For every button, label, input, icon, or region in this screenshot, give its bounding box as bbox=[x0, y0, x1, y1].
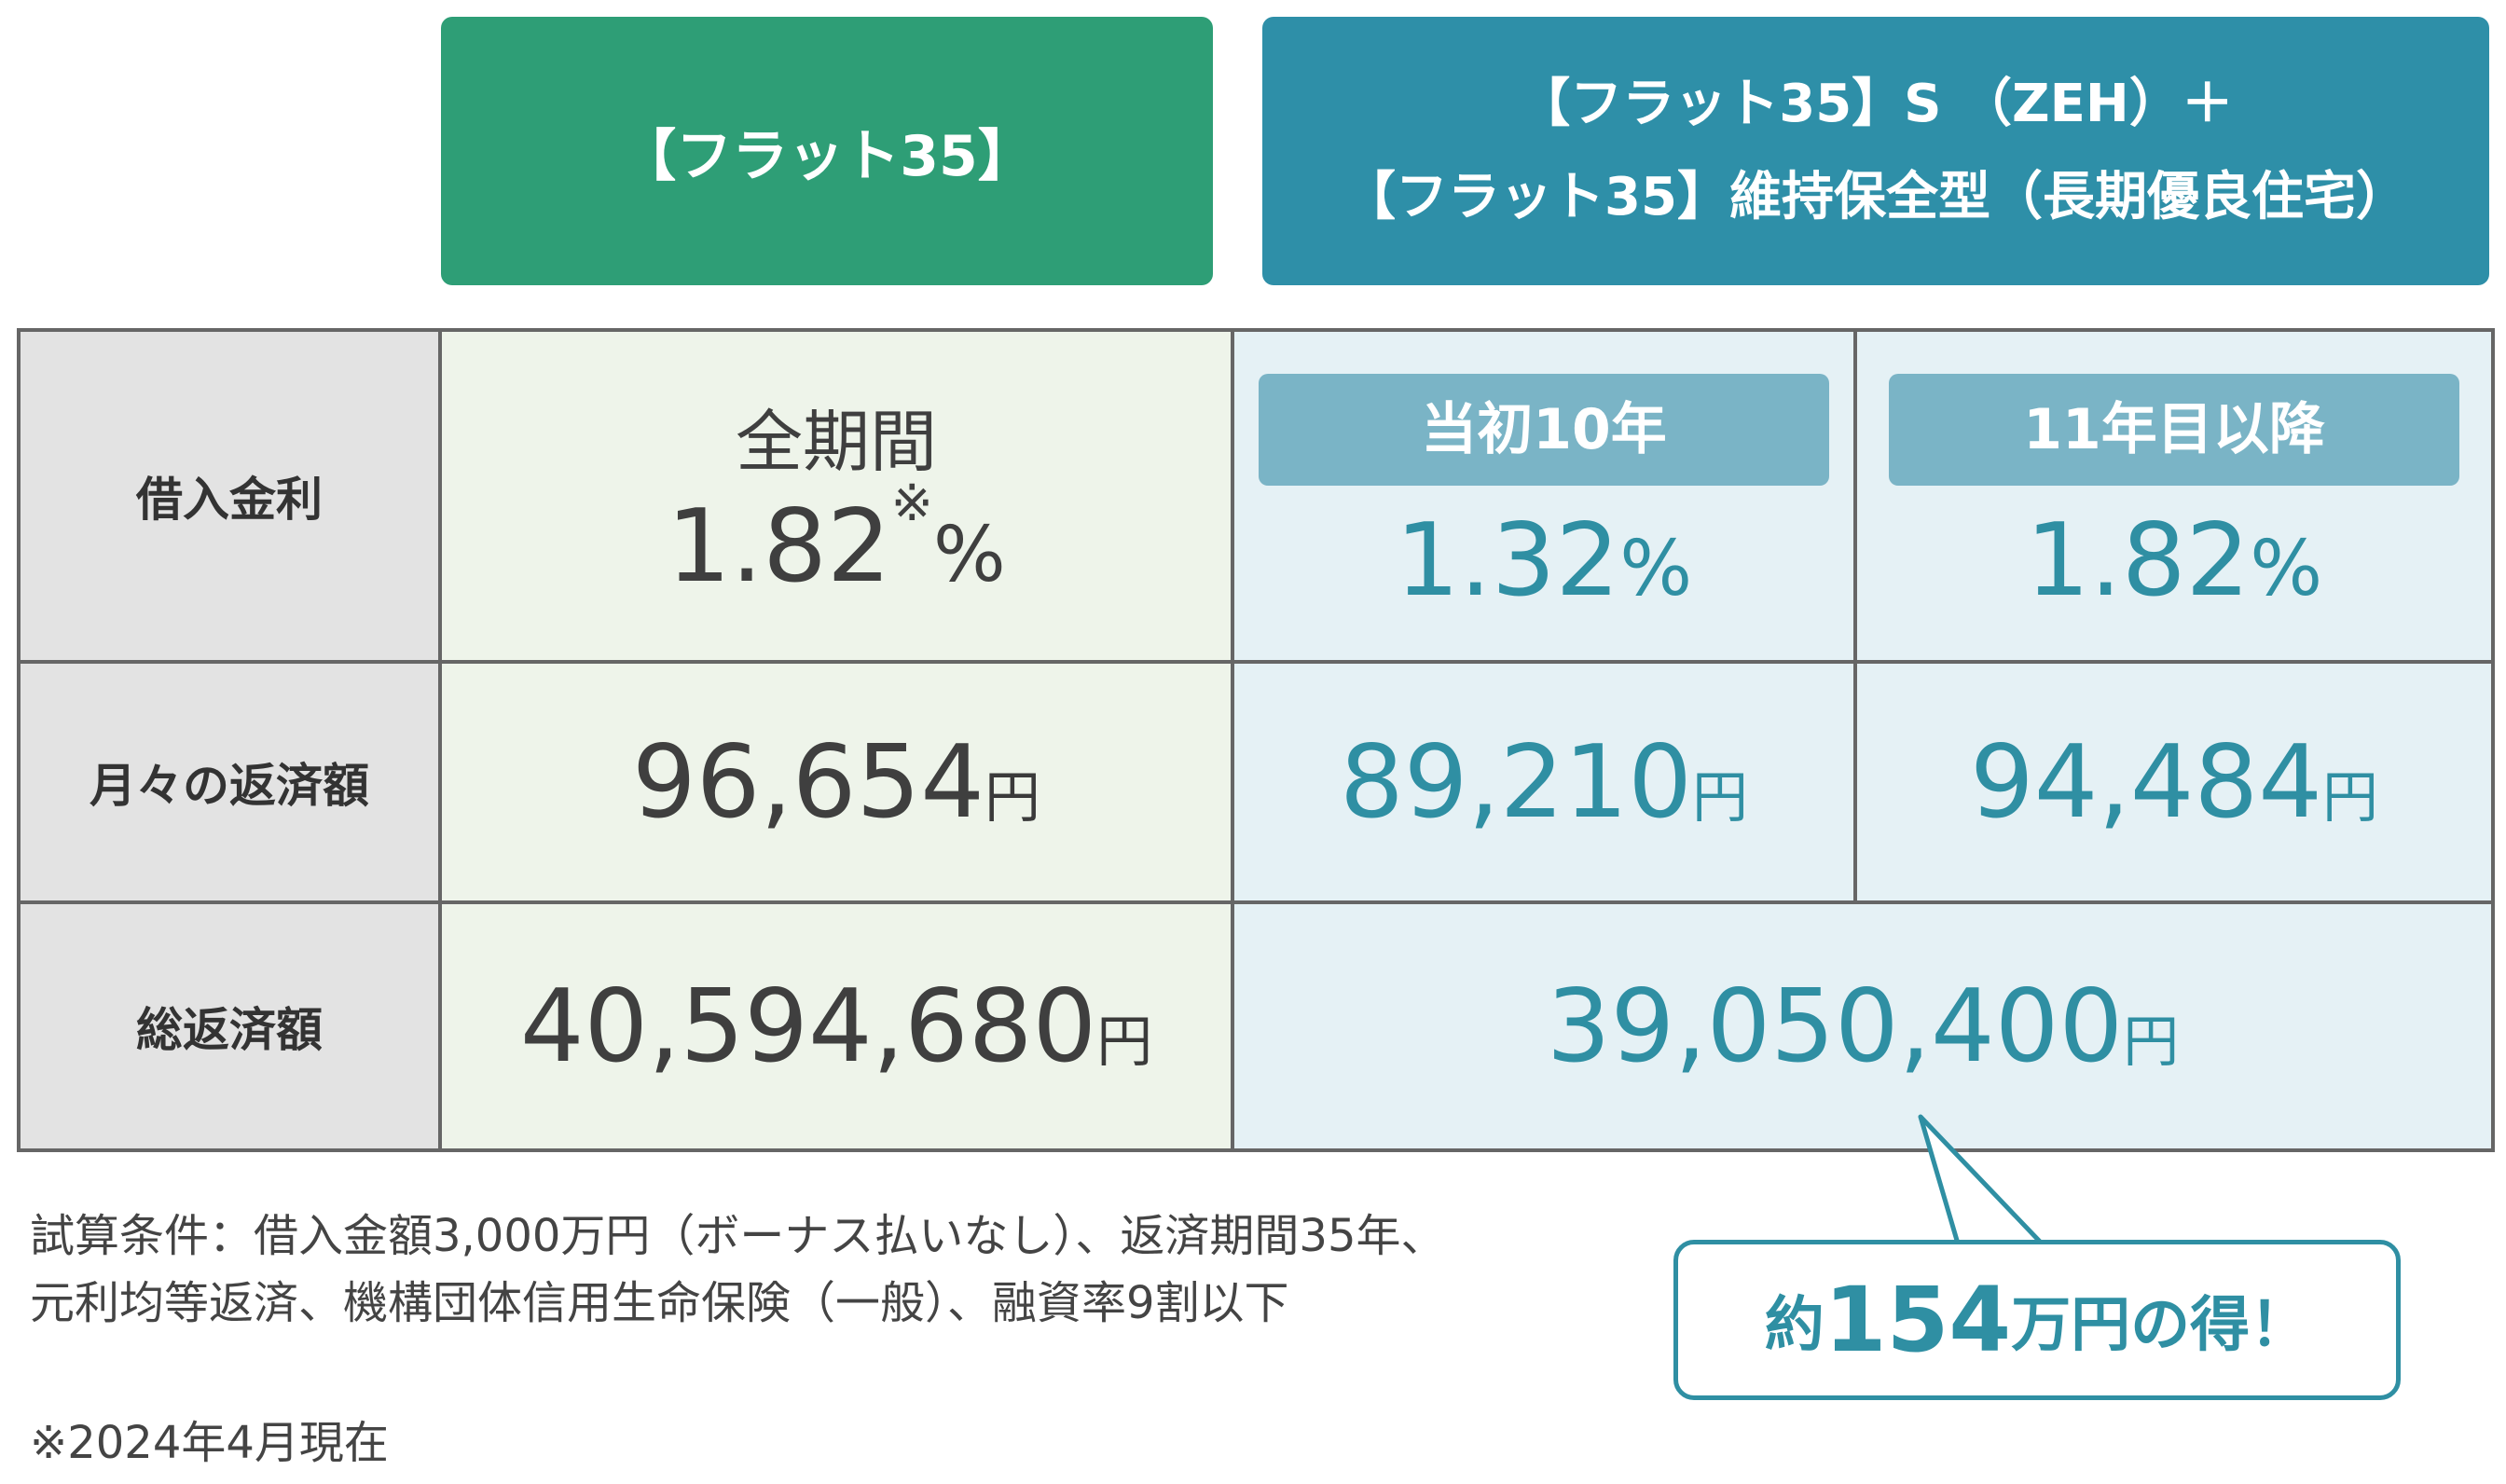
header-flat35s-line1: 【フラット35】S （ZEH）＋ bbox=[1518, 74, 2234, 134]
table-row: 借入金利 全期間 1.82※% 当初10年 1.32% 11年目以降 1.82% bbox=[17, 328, 2495, 664]
flat35s-rate1: 1.32 bbox=[1395, 502, 1620, 619]
flat35-monthly-cell: 96,654円 bbox=[438, 660, 1234, 904]
flat35s-rate-cell-2: 11年目以降 1.82% bbox=[1853, 328, 2495, 664]
header-flat35s-line2: 【フラット35】維持保全型（長期優良住宅） bbox=[1343, 167, 2408, 227]
row-label-monthly: 月々の返済額 bbox=[17, 660, 442, 904]
flat35-total-cell: 40,594,680円 bbox=[438, 900, 1234, 1152]
flat35s-rate1-unit: % bbox=[1619, 524, 1693, 613]
flat35-rate: 1.82 bbox=[667, 488, 891, 605]
header-flat35: 【フラット35】 bbox=[441, 17, 1213, 285]
flat35-period: 全期間 bbox=[735, 403, 937, 481]
period-badge-initial: 当初10年 bbox=[1259, 373, 1829, 486]
savings-amount: 154 bbox=[1824, 1268, 2012, 1372]
flat35s-monthly2: 94,484 bbox=[1970, 723, 2322, 841]
table-row: 月々の返済額 96,654円 89,210円 94,484円 bbox=[17, 660, 2495, 904]
flat35-rate-note-mark: ※ bbox=[890, 474, 933, 532]
conditions-line-2: 元利均等返済、機構団体信用生命保険（一般）、融資率9割以下 bbox=[30, 1277, 1289, 1329]
flat35s-rate2-value: 1.82% bbox=[1857, 502, 2491, 619]
flat35s-total: 39,050,400 bbox=[1546, 968, 2124, 1085]
flat35s-monthly1-unit: 円 bbox=[1691, 764, 1748, 831]
flat35-monthly: 96,654 bbox=[632, 723, 984, 841]
flat35-total: 40,594,680 bbox=[519, 968, 1097, 1085]
row-label-total: 総返済額 bbox=[17, 900, 442, 1152]
flat35s-rate2-unit: % bbox=[2250, 524, 2323, 613]
flat35-rate-value: 1.82※% bbox=[442, 474, 1231, 605]
flat35s-monthly-cell-1: 89,210円 bbox=[1231, 660, 1857, 904]
date-note: ※2024年4月現在 bbox=[30, 1417, 389, 1469]
flat35-rate-cell: 全期間 1.82※% bbox=[438, 328, 1234, 664]
flat35s-rate-cell-1: 当初10年 1.32% bbox=[1231, 328, 1857, 664]
flat35s-monthly2-unit: 円 bbox=[2321, 764, 2378, 831]
flat35-total-unit: 円 bbox=[1096, 1009, 1153, 1075]
flat35s-monthly-cell-2: 94,484円 bbox=[1853, 660, 2495, 904]
flat35s-monthly1: 89,210 bbox=[1340, 723, 1692, 841]
comparison-table: 借入金利 全期間 1.82※% 当初10年 1.32% 11年目以降 1.82%… bbox=[17, 328, 2495, 1152]
conditions-line-1: 試算条件：借入金額3,000万円（ボーナス払いなし）、返済期間35年、 bbox=[30, 1210, 1446, 1262]
flat35s-rate1-value: 1.32% bbox=[1234, 502, 1853, 619]
flat35-monthly-unit: 円 bbox=[984, 764, 1040, 831]
header-flat35s-zeh: 【フラット35】S （ZEH）＋ 【フラット35】維持保全型（長期優良住宅） bbox=[1262, 17, 2489, 285]
table-row: 総返済額 40,594,680円 39,050,400円 bbox=[17, 900, 2495, 1152]
savings-prefix: 約 bbox=[1764, 1291, 1824, 1360]
savings-callout: 約 154 万円の得！ bbox=[1673, 1240, 2401, 1400]
period-badge-later: 11年目以降 bbox=[1889, 373, 2459, 486]
header-flat35-label: 【フラット35】 bbox=[620, 123, 1034, 189]
flat35s-total-unit: 円 bbox=[2123, 1009, 2180, 1075]
savings-suffix: 万円の得！ bbox=[2011, 1291, 2310, 1360]
flat35s-rate2: 1.82 bbox=[2025, 502, 2251, 619]
flat35-rate-unit: % bbox=[932, 511, 1006, 599]
flat35s-total-cell: 39,050,400円 bbox=[1231, 900, 2495, 1152]
row-label-rate: 借入金利 bbox=[17, 328, 442, 664]
